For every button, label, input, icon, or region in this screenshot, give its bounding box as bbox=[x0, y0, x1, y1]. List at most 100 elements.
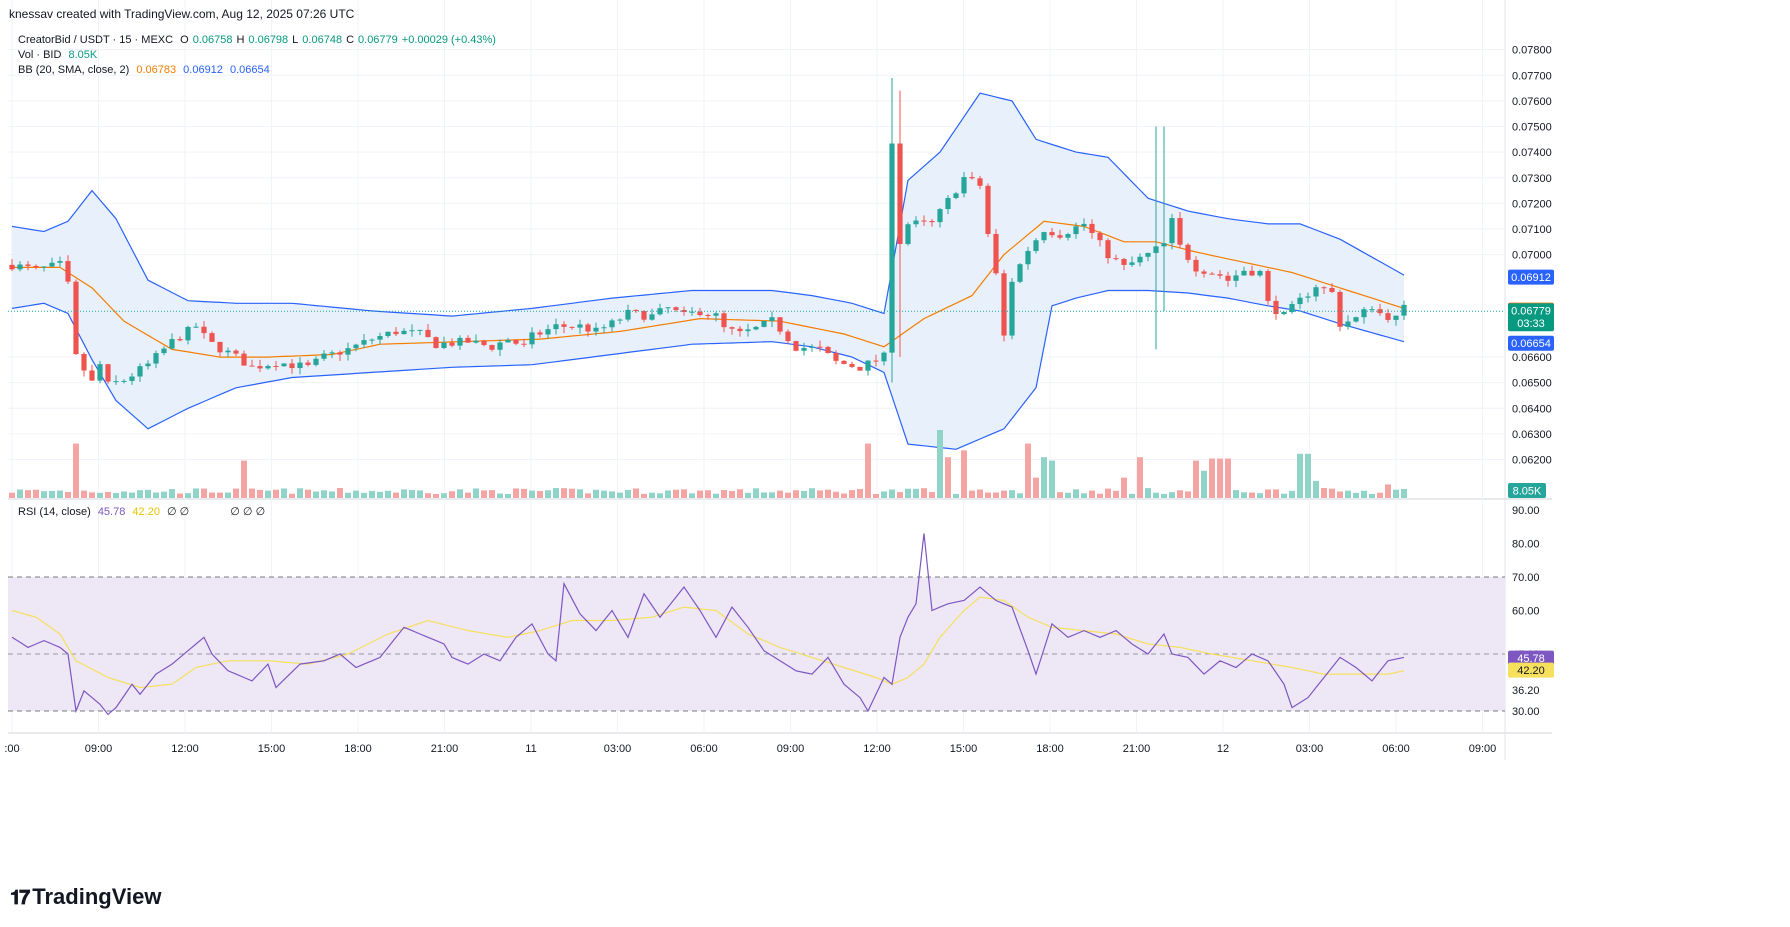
candle-body bbox=[177, 339, 183, 341]
volume-bar bbox=[417, 490, 423, 498]
volume-bar bbox=[505, 493, 511, 498]
candle-body bbox=[697, 311, 703, 316]
candle-body bbox=[545, 329, 551, 335]
candle-body bbox=[609, 320, 615, 328]
candle-body bbox=[985, 185, 991, 234]
volume-bar bbox=[1265, 489, 1271, 498]
candle-body bbox=[273, 365, 279, 367]
volume-bar bbox=[1113, 490, 1119, 498]
bb-upper-line bbox=[11, 92, 1405, 317]
candle-body bbox=[33, 265, 39, 268]
time-axis[interactable]: :00 09:00 12:00 15:00 18:00 21:00 11 03:00 06:00… bbox=[4, 743, 1496, 755]
price-axis[interactable]: 0.07800 0.07700 0.07600 0.07500 0.07400 0.073… bbox=[1508, 45, 1554, 718]
volume-bar bbox=[697, 490, 703, 498]
candle-body bbox=[105, 364, 111, 382]
candle-body bbox=[1057, 235, 1063, 238]
volume-bar bbox=[433, 493, 439, 498]
volume-bar bbox=[361, 492, 367, 498]
volume-bar bbox=[369, 490, 375, 498]
price-label-text: 0.06654 bbox=[1511, 338, 1551, 350]
candle-body bbox=[601, 327, 607, 329]
volume-bar bbox=[1009, 490, 1015, 498]
price-tick-label: 0.06300 bbox=[1512, 429, 1552, 441]
volume-bar bbox=[217, 492, 223, 498]
volume-bar bbox=[953, 493, 959, 498]
candle-body bbox=[433, 337, 439, 349]
candle-body bbox=[233, 350, 239, 354]
volume-bar bbox=[977, 489, 983, 498]
volume-bar bbox=[801, 490, 807, 498]
volume-bars bbox=[9, 430, 1407, 498]
candle-body bbox=[1305, 296, 1311, 298]
volume-bar bbox=[273, 489, 279, 498]
candle-body bbox=[577, 324, 583, 328]
volume-bar bbox=[25, 490, 31, 498]
candle-body bbox=[1017, 264, 1023, 282]
candle-body bbox=[41, 266, 47, 268]
candle-body bbox=[1289, 304, 1295, 313]
volume-legend[interactable]: Vol · BID 8.05K bbox=[18, 49, 101, 61]
candle-body bbox=[257, 366, 263, 369]
candle-body bbox=[9, 264, 15, 270]
tradingview-logo-icon: 𝟏𝟕 bbox=[10, 887, 30, 909]
time-tick-label: 18:00 bbox=[1036, 743, 1064, 755]
candle-body bbox=[889, 143, 895, 353]
volume-bar bbox=[1041, 457, 1047, 498]
volume-bar bbox=[521, 488, 527, 498]
volume-bar bbox=[1177, 490, 1183, 498]
volume-bar bbox=[841, 493, 847, 498]
candle-body bbox=[1337, 291, 1343, 327]
volume-bar bbox=[873, 493, 879, 498]
candle-body bbox=[465, 337, 471, 343]
volume-bar bbox=[633, 488, 639, 498]
volume-bar bbox=[169, 489, 175, 498]
bb-lower-value: 0.06654 bbox=[229, 64, 270, 76]
rsi-legend[interactable]: RSI (14, close) 45.78 42.20 ∅ ∅ ∅ ∅ ∅ bbox=[18, 505, 269, 518]
candle-body bbox=[73, 281, 79, 355]
volume-bar bbox=[1017, 493, 1023, 498]
candle-body bbox=[441, 342, 447, 349]
candle-body bbox=[1265, 271, 1271, 301]
candle-body bbox=[1185, 244, 1191, 260]
candle-body bbox=[121, 380, 127, 382]
time-tick-label: 12:00 bbox=[863, 743, 891, 755]
candle-body bbox=[777, 317, 783, 332]
volume-bar bbox=[553, 488, 559, 498]
volume-bar bbox=[1057, 492, 1063, 498]
volume-bar bbox=[353, 490, 359, 498]
volume-bar bbox=[1369, 493, 1375, 498]
bb-legend[interactable]: BB (20, SMA, close, 2) 0.06783 0.06912 0… bbox=[18, 64, 274, 76]
candle-body bbox=[841, 360, 847, 364]
candle-body bbox=[1097, 232, 1103, 241]
bb-upper-value: 0.06912 bbox=[183, 64, 223, 76]
volume-bar bbox=[89, 492, 95, 498]
candle-body bbox=[193, 326, 199, 328]
candle-body bbox=[977, 178, 983, 186]
volume-bar bbox=[57, 490, 63, 498]
volume-bar bbox=[1001, 490, 1007, 498]
candle-body bbox=[225, 350, 231, 353]
symbol-legend[interactable]: CreatorBid / USDT · 15 · MEXC O 0.06758 H 0… bbox=[18, 34, 504, 46]
volume-bar bbox=[817, 490, 823, 498]
time-tick-label: 21:00 bbox=[1123, 743, 1151, 755]
candle-body bbox=[81, 354, 87, 371]
candle-body bbox=[617, 319, 623, 321]
time-tick-label: 09:00 bbox=[1469, 743, 1497, 755]
candle-body bbox=[881, 352, 887, 362]
volume-bar bbox=[753, 488, 759, 498]
volume-bar bbox=[9, 492, 15, 498]
candle-body bbox=[1369, 309, 1375, 311]
candle-body bbox=[1081, 223, 1087, 227]
volume-bar bbox=[81, 490, 87, 498]
candle-body bbox=[705, 315, 711, 317]
time-tick-label: 15:00 bbox=[950, 743, 978, 755]
volume-bar bbox=[1129, 493, 1135, 498]
time-tick-label: 12:00 bbox=[171, 743, 199, 755]
candle-body bbox=[1393, 315, 1399, 320]
volume-bar bbox=[881, 491, 887, 498]
volume-bar bbox=[313, 491, 319, 498]
volume-bar bbox=[713, 493, 719, 498]
candle-body bbox=[1065, 234, 1071, 238]
tradingview-logo[interactable]: 𝟏𝟕 TradingView bbox=[10, 884, 161, 910]
